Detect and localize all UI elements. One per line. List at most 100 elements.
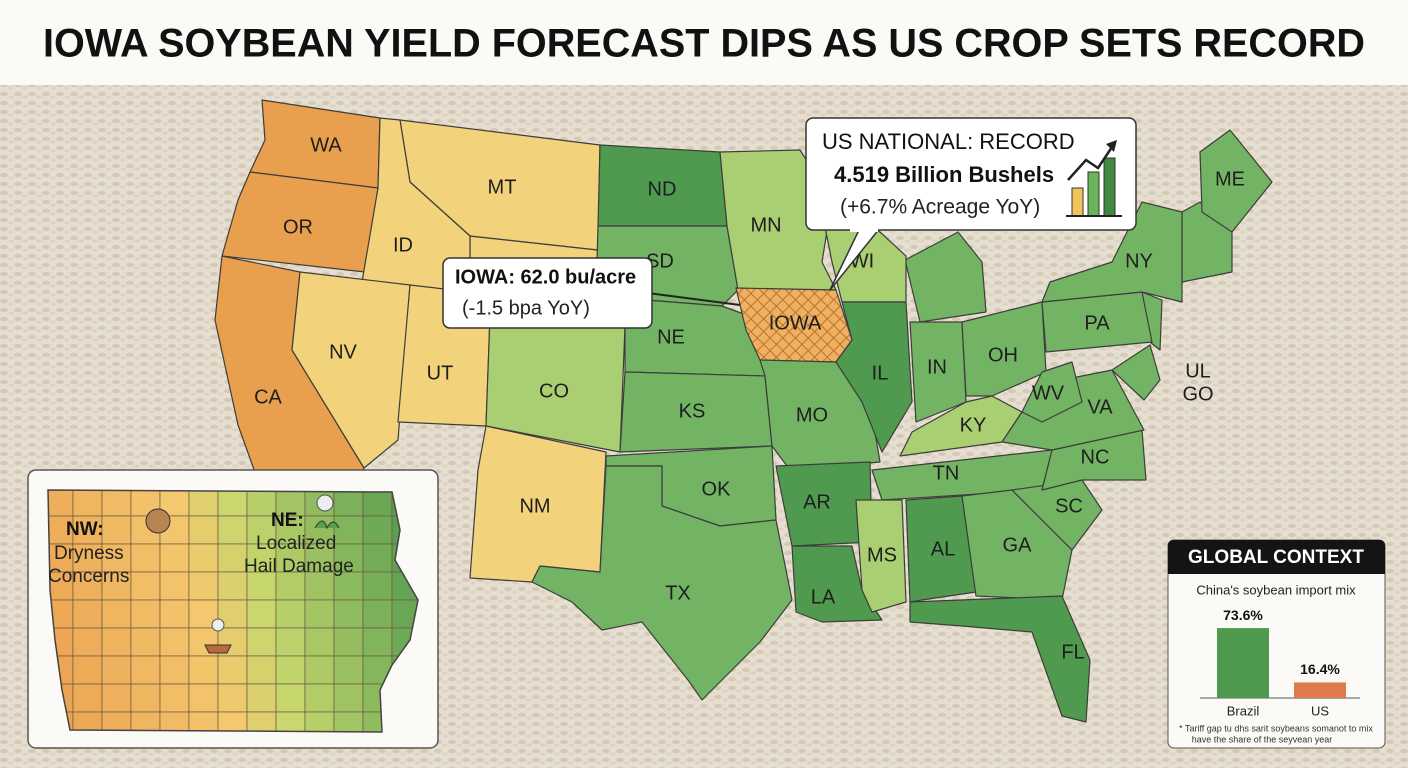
state-label: MS <box>867 544 897 566</box>
state-label: SD <box>646 250 674 272</box>
global-context: GLOBAL CONTEXT China's soybean import mi… <box>1167 539 1386 749</box>
county <box>159 543 190 573</box>
county <box>159 627 190 657</box>
state-label: NV <box>329 341 357 363</box>
region-text: Localized <box>256 533 336 554</box>
county <box>130 571 161 601</box>
county <box>275 655 306 685</box>
state-label: ME <box>1215 168 1245 190</box>
state <box>1041 201 1183 303</box>
county <box>159 683 190 713</box>
state-label: MO <box>796 404 828 426</box>
bar <box>1217 628 1269 698</box>
iowa-inset: NW: Dryness Concerns NE: Localized Hail … <box>27 469 439 749</box>
county <box>362 515 393 545</box>
callout-box <box>442 257 653 329</box>
state-label: TN <box>933 462 960 484</box>
county <box>159 599 190 629</box>
county <box>72 655 103 685</box>
county <box>275 571 306 601</box>
state <box>791 545 883 623</box>
county <box>101 627 132 657</box>
region-text: Dryness <box>54 543 124 564</box>
footnote: have the share of the seyvean year <box>1192 734 1333 744</box>
county <box>101 683 132 713</box>
hail-icon <box>316 494 334 512</box>
county <box>159 571 190 601</box>
county <box>333 515 364 545</box>
county <box>275 490 306 517</box>
county <box>304 599 335 629</box>
state-label: NE <box>657 326 685 348</box>
county <box>304 683 335 713</box>
chart-header <box>1168 540 1385 574</box>
county <box>159 655 190 685</box>
county <box>101 599 132 629</box>
state-label: KY <box>960 414 987 436</box>
county <box>246 543 277 573</box>
state-label: WA <box>310 134 342 156</box>
county <box>130 599 161 629</box>
growth-icon <box>1066 140 1122 217</box>
state-label: LA <box>811 586 836 608</box>
title-band <box>0 0 1408 85</box>
bar <box>1294 682 1346 698</box>
region-text: Concerns <box>48 566 129 587</box>
region-label: NW: <box>66 519 104 540</box>
county <box>130 655 161 685</box>
category-label: US <box>1311 703 1329 718</box>
state-label: OR <box>283 216 313 238</box>
callout-total: 4.519 Billion Bushels <box>834 162 1054 187</box>
chart-title: GLOBAL CONTEXT <box>1188 547 1364 568</box>
state-label: VA <box>1087 396 1113 418</box>
soil-icon <box>204 644 232 654</box>
state-label: NM <box>519 495 550 517</box>
map-label: GO <box>1182 383 1213 405</box>
county <box>246 490 277 517</box>
state-label: FL <box>1061 641 1084 663</box>
county <box>130 627 161 657</box>
state <box>905 495 977 603</box>
region-label: NE: <box>271 510 304 531</box>
state <box>1021 361 1083 423</box>
state <box>909 595 1091 723</box>
county-grid <box>48 490 418 732</box>
map-label: UL <box>1185 360 1211 382</box>
county <box>246 683 277 713</box>
dry-icon <box>145 508 171 534</box>
state-label: UT <box>427 362 454 384</box>
state-label: CO <box>539 380 569 402</box>
state <box>961 301 1047 397</box>
hail-icon <box>211 618 225 632</box>
county <box>101 490 132 517</box>
callout-change: (+6.7% Acreage YoY) <box>840 196 1040 219</box>
county <box>304 543 335 573</box>
county <box>72 599 103 629</box>
county <box>275 627 306 657</box>
state <box>855 499 907 613</box>
state <box>835 301 913 453</box>
state <box>531 465 793 701</box>
us-map: WAORCAMTIDNVUTCONMNDSDNEKSOKTXMNIOWAWIMO… <box>214 99 1273 723</box>
state-label: NY <box>1125 250 1153 272</box>
county <box>333 627 364 657</box>
state-label: SC <box>1055 495 1083 517</box>
county <box>246 655 277 685</box>
pointer-join <box>850 226 878 232</box>
county <box>48 515 74 545</box>
county <box>188 683 219 713</box>
county <box>130 683 161 713</box>
state <box>961 489 1073 601</box>
category-label: Brazil <box>1227 703 1260 718</box>
county <box>362 627 393 657</box>
state <box>1111 344 1161 401</box>
county <box>217 490 248 517</box>
state-label: CA <box>254 386 282 408</box>
state-label: AL <box>931 538 955 560</box>
state-label: TX <box>665 582 691 604</box>
state-label: GA <box>1003 534 1033 556</box>
county <box>101 655 132 685</box>
county <box>304 571 335 601</box>
county <box>188 543 219 573</box>
